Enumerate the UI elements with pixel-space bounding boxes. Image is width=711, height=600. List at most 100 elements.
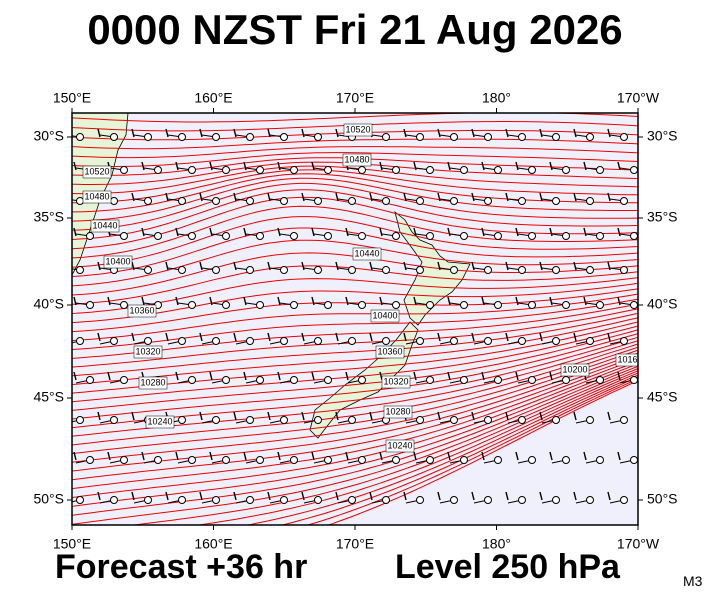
wind-station: [528, 232, 536, 240]
wind-barb-flag: [583, 296, 587, 306]
wind-station: [494, 166, 502, 174]
wind-station: [76, 416, 84, 424]
wind-barb-flag: [64, 412, 66, 420]
wind-station: [154, 232, 162, 240]
wind-barb-flag: [64, 129, 66, 137]
contour-label: 10440: [92, 220, 117, 230]
wind-station: [586, 266, 594, 274]
lat-label-right: 40°S: [647, 296, 678, 312]
wind-station: [562, 301, 570, 309]
wind-station: [358, 376, 366, 384]
wind-station: [460, 232, 468, 240]
contour-line: [72, 252, 638, 296]
wind-station: [144, 496, 152, 504]
wind-station: [358, 301, 366, 309]
lat-label-right: 35°S: [647, 209, 678, 225]
wind-barb-flag: [73, 227, 77, 237]
wind-station: [246, 197, 254, 205]
wind-barb-flag: [243, 161, 247, 171]
wind-station: [358, 166, 366, 174]
lat-label-right: 50°S: [647, 491, 678, 507]
wind-barb-flag: [335, 192, 339, 202]
wind-station: [494, 232, 502, 240]
lon-label-bottom: 160°E: [194, 536, 232, 552]
wind-station: [314, 266, 322, 274]
wind-station: [552, 133, 560, 141]
wind-station: [314, 337, 322, 345]
wind-station: [120, 456, 128, 464]
wind-station: [110, 496, 118, 504]
contour-line: [72, 227, 638, 278]
wind-barb-flag: [97, 261, 101, 271]
wind-barb-flag: [437, 261, 441, 271]
wind-station: [178, 337, 186, 345]
wind-station: [382, 337, 390, 345]
wind-station: [450, 266, 458, 274]
wind-barb-flag: [607, 491, 611, 501]
wind-barb-flag: [165, 261, 169, 271]
wind-station: [562, 376, 570, 384]
contour-label: 10480: [84, 191, 109, 201]
wind-station: [450, 337, 458, 345]
wind-station: [426, 376, 434, 384]
wind-barb-flag: [301, 192, 305, 202]
wind-station: [110, 416, 118, 424]
wind-station: [280, 496, 288, 504]
wind-barb-flag: [107, 371, 111, 381]
wind-barb-flag: [403, 491, 407, 501]
wind-station: [552, 416, 560, 424]
contour-label: 10200: [562, 364, 587, 374]
wind-barb-flag: [199, 192, 203, 202]
lon-label-bottom: 180°: [482, 536, 511, 552]
contour-label-box: [103, 255, 133, 269]
wind-barb-flag: [447, 161, 451, 171]
contour-label-box: [560, 363, 590, 377]
wind-station: [144, 197, 152, 205]
wind-barb-flag: [345, 451, 349, 461]
wind-station: [450, 496, 458, 504]
wind-station: [484, 337, 492, 345]
wind-station: [416, 197, 424, 205]
wind-barb-flag: [131, 192, 135, 202]
wind-barb-flag: [379, 161, 383, 171]
wind-station: [392, 301, 400, 309]
wind-barb-flag: [97, 491, 101, 501]
wind-barb-flag: [267, 491, 271, 501]
contour-label: 10400: [105, 256, 130, 266]
wind-barb-flag: [481, 227, 485, 237]
wind-station: [188, 232, 196, 240]
lon-label-bottom: 170°E: [336, 536, 374, 552]
wind-barb-flag: [199, 491, 203, 501]
wind-barb-flag: [379, 371, 383, 381]
wind-barb-flag: [369, 491, 373, 501]
contour-line: [72, 355, 638, 481]
wind-barb-flag: [107, 296, 111, 306]
wind-barb-flag: [447, 296, 451, 306]
wind-barb-flag: [335, 128, 339, 138]
wind-station: [382, 133, 390, 141]
wind-barb-flag: [277, 161, 281, 171]
wind-station: [314, 416, 322, 424]
wind-station: [348, 266, 356, 274]
wind-barb-flag: [369, 192, 373, 202]
contour-line: [72, 152, 638, 167]
wind-barb-flag: [515, 296, 519, 306]
wind-barb-flag: [311, 227, 315, 237]
wind-station: [212, 133, 220, 141]
lat-label-right: 30°S: [647, 128, 678, 144]
wind-barb-flag: [617, 451, 621, 461]
wind-station: [586, 337, 594, 345]
wind-barb-flag: [447, 371, 451, 381]
wind-station: [484, 496, 492, 504]
contour-line: [280, 376, 638, 525]
wind-station: [620, 266, 628, 274]
contour-label: 10360: [129, 305, 154, 315]
wind-barb-flag: [131, 411, 135, 421]
wind-barb-flag: [209, 227, 213, 237]
contour-label-box: [385, 439, 415, 453]
wind-station: [596, 232, 604, 240]
contour-label-box: [133, 345, 163, 359]
wind-barb-flag: [243, 451, 247, 461]
wind-barb-flag: [199, 332, 203, 342]
contour-label-box: [82, 165, 112, 179]
